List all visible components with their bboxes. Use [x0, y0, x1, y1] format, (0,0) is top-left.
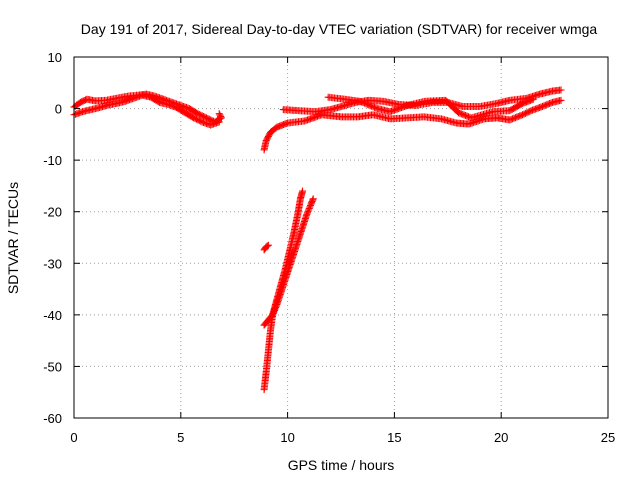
- x-tick-label: 20: [494, 430, 508, 445]
- y-tick-label: -50: [43, 359, 62, 374]
- data-point: [269, 311, 277, 319]
- data-point: [270, 306, 278, 314]
- y-tick-label: -40: [43, 308, 62, 323]
- series-track-f-steep-left: [260, 187, 307, 394]
- x-tick-label: 10: [280, 430, 294, 445]
- data-point: [529, 95, 537, 103]
- data-point: [303, 209, 311, 217]
- data-point: [270, 308, 278, 316]
- data-point: [305, 204, 313, 212]
- y-tick-label: 10: [48, 50, 62, 65]
- series-track-d-evening-lower: [260, 96, 565, 154]
- data-point: [309, 195, 317, 203]
- data-point: [216, 111, 224, 119]
- data-point: [303, 210, 311, 218]
- data-point: [304, 207, 312, 215]
- x-axis-label: GPS time / hours: [288, 457, 395, 473]
- data-point: [272, 302, 280, 310]
- data-point: [557, 96, 565, 104]
- series-track-h-isolated: [260, 241, 272, 254]
- y-tick-label: -30: [43, 256, 62, 271]
- x-axis-ticks: 0 5 10 15 20 25: [70, 57, 615, 445]
- y-axis-ticks: -60 -50 -40 -30 -20 -10 0 10: [43, 50, 608, 426]
- series-track-g-steep-right: [260, 195, 317, 329]
- y-tick-label: 0: [55, 102, 62, 117]
- data-point: [215, 118, 223, 126]
- data-points: [70, 86, 565, 394]
- data-point: [305, 206, 313, 214]
- y-axis-label: SDTVAR / TECUs: [5, 182, 21, 294]
- x-tick-label: 25: [601, 430, 615, 445]
- data-point: [271, 305, 279, 313]
- y-tick-label: -20: [43, 205, 62, 220]
- x-tick-label: 15: [387, 430, 401, 445]
- data-point: [215, 110, 223, 118]
- y-tick-label: -10: [43, 153, 62, 168]
- data-point: [263, 242, 271, 250]
- chart-title: Day 191 of 2017, Sidereal Day-to-day VTE…: [81, 21, 598, 37]
- data-point: [269, 309, 277, 317]
- data-point: [306, 203, 314, 211]
- data-point: [264, 241, 272, 249]
- y-tick-label: -60: [43, 411, 62, 426]
- series-track-b-morning: [70, 91, 223, 129]
- plot-area-frame: [73, 56, 609, 419]
- data-point: [299, 187, 307, 195]
- x-tick-label: 0: [70, 430, 77, 445]
- x-tick-label: 5: [177, 430, 184, 445]
- series-track-e-crossing: [324, 93, 537, 122]
- data-point: [272, 303, 280, 311]
- data-point: [557, 86, 565, 94]
